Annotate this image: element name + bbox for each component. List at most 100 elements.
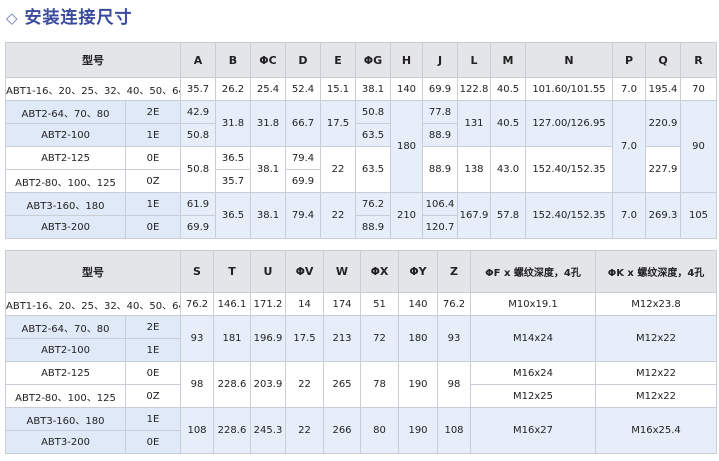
- value-cell: 40.5: [490, 100, 526, 147]
- header-col: ΦX: [360, 250, 399, 293]
- model-cell: 0E: [125, 361, 181, 385]
- header-col: U: [250, 250, 286, 293]
- value-cell: 146.1: [213, 292, 251, 316]
- value-cell: 228.6: [213, 361, 251, 408]
- value-cell: 31.8: [215, 100, 251, 147]
- model-cell: 1E: [125, 407, 181, 431]
- value-cell: 79.4: [285, 192, 321, 239]
- section-title: ◇ 安装连接尺寸: [6, 3, 133, 28]
- value-cell: 51: [360, 292, 399, 316]
- value-cell: 42.9: [180, 100, 216, 124]
- value-cell: 127.00/126.95: [525, 100, 613, 147]
- value-cell: 31.8: [250, 100, 286, 147]
- value-cell: 245.3: [250, 407, 286, 454]
- value-cell: 7.0: [612, 192, 646, 239]
- model-cell: ABT2-125: [5, 146, 126, 170]
- value-cell: 266: [323, 407, 361, 454]
- value-cell: 14: [285, 292, 324, 316]
- value-cell: 180: [390, 100, 423, 193]
- model-cell: ABT1-16、20、25、32、40、50、64: [5, 77, 181, 101]
- value-cell: M12x22: [595, 384, 717, 408]
- header-col: Q: [645, 42, 681, 78]
- model-cell: ABT2-80、100、125: [5, 384, 126, 408]
- value-cell: 66.7: [285, 100, 321, 147]
- section-title-text: 安装连接尺寸: [24, 8, 133, 28]
- table-row: ABT2-80、100、125 0Z M12x25 M12x22: [5, 384, 717, 408]
- value-cell: 25.4: [250, 77, 286, 101]
- header-row: 型号 S T U ΦV W ΦX ΦY Z ΦF x 螺纹深度，4孔 ΦK x 螺纹深度，4孔: [5, 250, 717, 293]
- header-model: 型号: [5, 42, 181, 78]
- value-cell: 195.4: [645, 77, 681, 101]
- model-cell: ABT2-64、70、80: [5, 315, 126, 339]
- value-cell: 63.5: [355, 123, 391, 147]
- value-cell: 43.0: [490, 146, 526, 193]
- value-cell: M16x24: [470, 361, 596, 385]
- header-col: W: [323, 250, 361, 293]
- header-row: 型号 A B ΦC D E ΦG H J L M N P Q R: [5, 42, 717, 78]
- header-model: 型号: [5, 250, 181, 293]
- header-col: ΦC: [250, 42, 286, 78]
- value-cell: 140: [390, 77, 423, 101]
- header-col: ΦK x 螺纹深度，4孔: [595, 250, 717, 293]
- model-cell: ABT2-64、70、80: [5, 100, 126, 124]
- model-cell: ABT2-125: [5, 361, 126, 385]
- header-col: N: [525, 42, 613, 78]
- model-cell: 0E: [125, 146, 181, 170]
- value-cell: 22: [320, 146, 356, 193]
- value-cell: 63.5: [355, 146, 391, 193]
- value-cell: 17.5: [285, 315, 324, 362]
- value-cell: 72: [360, 315, 399, 362]
- model-cell: 1E: [125, 192, 181, 216]
- model-cell: 0Z: [125, 384, 181, 408]
- value-cell: M16x27: [470, 407, 596, 454]
- model-cell: ABT3-200: [5, 430, 126, 454]
- table-row: ABT2-125 0E 98 228.6 203.9 22 265 78 190 98 M16x24…: [5, 361, 717, 408]
- dimension-table-2: 型号 S T U ΦV W ΦX ΦY Z ΦF x 螺纹深度，4孔 ΦK x 螺纹深度，4孔 AB…: [5, 250, 717, 454]
- value-cell: 61.9: [180, 192, 216, 216]
- value-cell: 7.0: [612, 77, 646, 101]
- dimension-table-1: 型号 A B ΦC D E ΦG H J L M N P Q R ABT1-16、20、25、32、40、5…: [5, 42, 717, 239]
- model-cell: ABT1-16、20、25、32、40、50、64: [5, 292, 181, 316]
- model-cell: 2E: [125, 315, 181, 339]
- value-cell: 120.7: [422, 215, 458, 239]
- model-cell: ABT2-80、100、125: [5, 169, 126, 193]
- value-cell: 105: [680, 192, 717, 239]
- header-col: T: [213, 250, 251, 293]
- value-cell: 180: [398, 315, 438, 362]
- model-cell: ABT3-160、180: [5, 192, 126, 216]
- table-row: ABT3-160、180 1E 61.9 36.5 38.1 79.4 22 76.2 210 1…: [5, 192, 717, 239]
- value-cell: 108: [180, 407, 214, 454]
- value-cell: 70: [680, 77, 717, 101]
- header-col: ΦV: [285, 250, 324, 293]
- value-cell: 38.1: [250, 146, 286, 193]
- header-col: B: [215, 42, 251, 78]
- table-row: ABT1-16、20、25、32、40、50、64 35.7 26.2 25.4 52.…: [5, 77, 717, 101]
- value-cell: 93: [437, 315, 471, 362]
- value-cell: 57.8: [490, 192, 526, 239]
- value-cell: 69.9: [422, 77, 458, 101]
- value-cell: 106.4: [422, 192, 458, 216]
- table-row: ABT3-200 0E 69.9 88.9 120.7: [5, 215, 717, 239]
- header-col: L: [457, 42, 491, 78]
- model-cell: ABT3-200: [5, 215, 126, 239]
- value-cell: 140: [398, 292, 438, 316]
- diamond-outline-icon: ◇: [6, 9, 19, 27]
- value-cell: 52.4: [285, 77, 321, 101]
- value-cell: 228.6: [213, 407, 251, 454]
- value-cell: 22: [320, 192, 356, 239]
- header-col: A: [180, 42, 216, 78]
- model-cell: 1E: [125, 123, 181, 147]
- value-cell: 35.7: [215, 169, 251, 193]
- value-cell: 38.1: [355, 77, 391, 101]
- model-cell: 1E: [125, 338, 181, 362]
- value-cell: 76.2: [180, 292, 214, 316]
- value-cell: 138: [457, 146, 491, 193]
- value-cell: 269.3: [645, 192, 681, 239]
- value-cell: 98: [437, 361, 471, 408]
- value-cell: 36.5: [215, 192, 251, 239]
- value-cell: 196.9: [250, 315, 286, 362]
- value-cell: 98: [180, 361, 214, 408]
- value-cell: 22: [285, 361, 324, 408]
- value-cell: 7.0: [612, 100, 646, 193]
- value-cell: 220.9: [645, 100, 681, 147]
